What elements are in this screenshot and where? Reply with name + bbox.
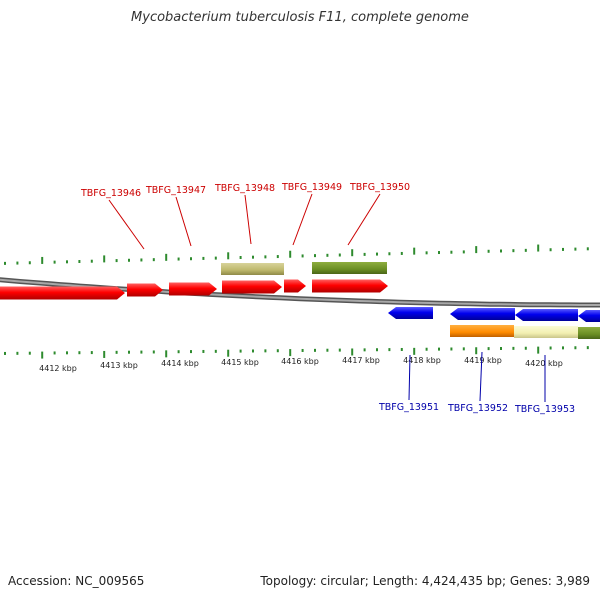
gene-label-reverse: TBFG_13953	[514, 404, 575, 415]
scale-label: 4420 kbp	[525, 359, 563, 368]
scale-label: 4416 kbp	[281, 357, 319, 366]
scale-label: 4417 kbp	[342, 356, 380, 365]
feature-khaki	[221, 263, 284, 275]
gene-label-forward: TBFG_13947	[145, 185, 206, 196]
leader-line	[347, 193, 381, 246]
gene-label-reverse: TBFG_13951	[378, 402, 439, 413]
leader-line	[244, 194, 252, 245]
gene-label-forward: TBFG_13948	[214, 183, 275, 194]
gene-label-forward: TBFG_13949	[281, 182, 342, 193]
gene-arrow-forward	[284, 279, 306, 293]
gene-arrow-forward	[0, 286, 125, 300]
leader-line	[108, 199, 145, 250]
gene-arrow-forward	[312, 279, 388, 293]
scale-label: 4412 kbp	[39, 364, 77, 373]
gene-arrow-reverse	[388, 307, 433, 319]
scale-label: 4415 kbp	[221, 358, 259, 367]
gene-arrow-reverse	[515, 309, 578, 321]
gene-label-reverse: TBFG_13952	[447, 403, 508, 414]
leader-line	[479, 351, 483, 402]
gene-arrow-reverse	[450, 308, 515, 320]
feature-pale	[514, 326, 578, 338]
scale-label: 4414 kbp	[161, 359, 199, 368]
leader-line	[408, 354, 411, 401]
topology-label: Topology: circular; Length: 4,424,435 bp…	[260, 574, 590, 588]
scale-label: 4418 kbp	[403, 356, 441, 365]
feature-olive	[312, 262, 387, 274]
gene-arrow-forward	[169, 282, 217, 296]
scale-label: 4419 kbp	[464, 356, 502, 365]
accession-label: Accession: NC_009565	[8, 574, 145, 588]
gene-label-forward: TBFG_13950	[349, 182, 410, 193]
feature-orange	[450, 325, 514, 337]
feature-olive	[578, 327, 600, 339]
leader-line	[175, 196, 192, 247]
scale-label: 4413 kbp	[100, 361, 138, 370]
gene-arrow-forward	[127, 283, 163, 297]
gene-arrow-forward	[222, 280, 282, 294]
map-title: Mycobacterium tuberculosis F11, complete…	[131, 10, 469, 25]
gene-arrow-reverse	[578, 310, 600, 322]
leader-line	[292, 193, 313, 246]
gene-label-forward: TBFG_13946	[80, 188, 141, 199]
